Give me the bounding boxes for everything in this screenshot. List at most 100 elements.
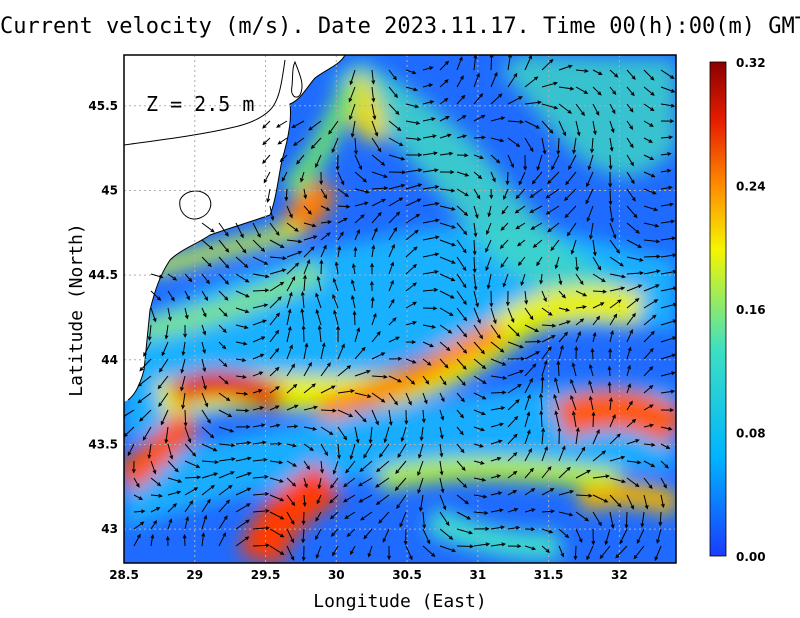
velocity-arrow bbox=[558, 545, 565, 558]
velocity-arrow bbox=[486, 273, 492, 290]
velocity-arrow bbox=[554, 410, 560, 428]
velocity-arrow bbox=[439, 545, 457, 553]
velocity-arrow bbox=[592, 474, 610, 479]
velocity-arrow bbox=[473, 188, 481, 200]
velocity-arrow bbox=[456, 528, 473, 535]
velocity-arrow bbox=[507, 369, 525, 377]
velocity-arrow bbox=[422, 185, 440, 190]
velocity-arrow bbox=[473, 324, 484, 340]
velocity-arrow bbox=[660, 185, 673, 190]
velocity-arrow bbox=[541, 323, 557, 328]
velocity-arrow bbox=[575, 305, 587, 310]
velocity-arrow bbox=[643, 188, 657, 195]
velocity-arrow bbox=[180, 358, 186, 374]
velocity-arrow bbox=[609, 69, 619, 78]
velocity-arrow bbox=[590, 347, 595, 360]
velocity-arrow bbox=[660, 69, 675, 79]
velocity-arrow bbox=[422, 528, 431, 545]
velocity-arrow bbox=[575, 528, 583, 544]
velocity-arrow bbox=[133, 521, 145, 530]
velocity-arrow bbox=[252, 256, 269, 265]
velocity-arrow bbox=[456, 239, 467, 254]
x-axis-label: Longitude (East) bbox=[313, 591, 486, 612]
velocity-arrow bbox=[636, 528, 645, 544]
velocity-arrow bbox=[320, 385, 336, 394]
velocity-arrow bbox=[541, 466, 552, 479]
velocity-arrow bbox=[626, 154, 634, 167]
y-tick-label: 44 bbox=[101, 353, 118, 367]
velocity-arrow bbox=[541, 103, 559, 110]
velocity-arrow bbox=[181, 341, 186, 357]
velocity-arrow bbox=[656, 528, 662, 544]
velocity-arrow bbox=[558, 120, 566, 137]
velocity-arrow bbox=[514, 205, 526, 214]
velocity-arrow bbox=[371, 312, 377, 326]
velocity-arrow bbox=[337, 343, 345, 360]
velocity-arrow bbox=[269, 423, 281, 428]
velocity-arrow bbox=[400, 426, 407, 443]
velocity-arrow bbox=[388, 227, 398, 241]
velocity-arrow bbox=[363, 443, 373, 459]
velocity-arrow bbox=[524, 394, 531, 411]
velocity-arrow bbox=[422, 252, 440, 258]
velocity-arrow bbox=[286, 545, 295, 561]
velocity-arrow bbox=[218, 499, 231, 513]
velocity-arrow bbox=[558, 290, 566, 299]
velocity-arrow bbox=[473, 93, 484, 105]
velocity-arrow bbox=[201, 460, 220, 464]
velocity-arrow bbox=[252, 353, 265, 360]
velocity-arrow bbox=[301, 324, 306, 343]
velocity-arrow bbox=[609, 433, 621, 445]
velocity-arrow bbox=[586, 205, 594, 223]
velocity-arrow bbox=[218, 443, 236, 448]
velocity-arrow bbox=[626, 120, 634, 130]
velocity-arrow bbox=[439, 341, 451, 352]
velocity-arrow bbox=[133, 533, 141, 547]
velocity-arrow bbox=[490, 508, 504, 513]
velocity-arrow bbox=[269, 329, 280, 343]
y-tick-label: 43 bbox=[101, 522, 118, 536]
velocity-arrow bbox=[276, 120, 288, 128]
velocity-arrow bbox=[354, 171, 368, 183]
velocity-arrow bbox=[439, 375, 447, 386]
velocity-arrow bbox=[456, 477, 468, 488]
velocity-arrow bbox=[351, 263, 356, 275]
velocity-arrow bbox=[439, 205, 456, 211]
velocity-arrow bbox=[235, 503, 251, 513]
velocity-arrow bbox=[387, 545, 392, 561]
velocity-arrow bbox=[541, 335, 556, 343]
velocity-arrow bbox=[507, 137, 521, 148]
velocity-arrow bbox=[643, 423, 655, 428]
velocity-arrow bbox=[541, 137, 547, 155]
velocity-arrow bbox=[507, 307, 515, 323]
velocity-arrow bbox=[565, 171, 577, 186]
velocity-arrow bbox=[388, 69, 397, 81]
velocity-arrow bbox=[541, 359, 548, 377]
velocity-arrow bbox=[643, 460, 656, 468]
velocity-arrow bbox=[353, 137, 358, 155]
velocity-arrow bbox=[405, 213, 421, 224]
velocity-arrow bbox=[473, 114, 486, 122]
velocity-arrow bbox=[218, 239, 230, 253]
velocity-arrow bbox=[269, 347, 280, 360]
velocity-arrow bbox=[218, 392, 231, 402]
velocity-arrow bbox=[439, 392, 445, 403]
velocity-arrow bbox=[388, 409, 393, 427]
velocity-arrow bbox=[235, 456, 252, 462]
velocity-arrow bbox=[344, 511, 356, 520]
velocity-arrow bbox=[303, 443, 314, 451]
colorbar-tick-label: 0.08 bbox=[736, 427, 766, 441]
velocity-arrow bbox=[553, 393, 560, 411]
velocity-arrow bbox=[371, 154, 386, 166]
velocity-arrow bbox=[201, 443, 218, 452]
velocity-arrow bbox=[507, 525, 521, 530]
velocity-arrow bbox=[184, 443, 197, 457]
velocity-arrow bbox=[269, 256, 287, 261]
velocity-arrow bbox=[507, 96, 523, 105]
velocity-arrow bbox=[507, 154, 514, 169]
velocity-arrow bbox=[558, 528, 570, 539]
velocity-arrow bbox=[269, 477, 284, 483]
velocity-arrow bbox=[608, 347, 613, 360]
velocity-arrow bbox=[371, 374, 388, 379]
velocity-arrow bbox=[315, 308, 322, 326]
